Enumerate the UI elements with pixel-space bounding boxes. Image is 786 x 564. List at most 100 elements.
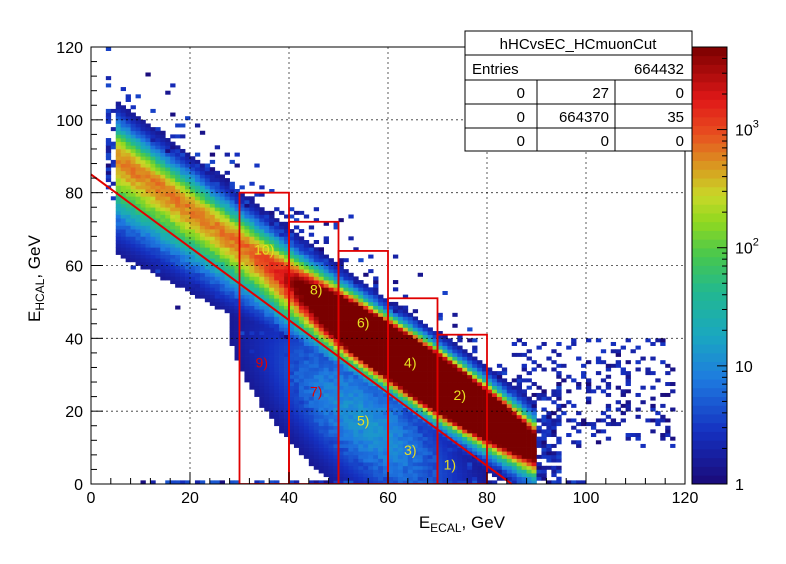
heatmap-cell [363,407,369,412]
heatmap-cell [313,240,320,244]
heatmap-cell [472,458,478,463]
heatmap-cell [491,385,498,390]
heatmap-cell [442,436,448,441]
heatmap-cell [165,181,171,186]
heatmap-cell [234,232,240,237]
heatmap-cell [561,411,567,416]
heatmap-cell [234,301,240,306]
heatmap-cell [145,258,151,263]
stats-cell: 27 [592,85,609,102]
heatmap-cell [160,214,166,219]
heatmap-cell [452,443,458,448]
heatmap-cell [467,443,473,448]
heatmap-cell [318,429,324,434]
heatmap-cell [150,207,156,212]
heatmap-cell [234,254,240,259]
heatmap-cell [185,265,191,270]
heatmap-cell [338,374,344,379]
heatmap-cell [289,290,295,295]
heatmap-cell [219,225,225,230]
heatmap-cell [338,422,344,427]
heatmap-cell [402,407,409,412]
heatmap-cell [353,320,359,325]
heatmap-cell [333,283,339,288]
heatmap-cell [135,94,141,99]
heatmap-cell [234,327,240,332]
heatmap-cell [407,382,414,387]
heatmap-cell [303,312,310,317]
heatmap-cell [289,440,295,445]
heatmap-cell [467,371,473,376]
heatmap-cell [437,331,443,336]
stats-cell: 0 [517,133,525,150]
heatmap-cell [115,119,122,124]
heatmap-cell [125,236,131,241]
heatmap-cell [323,473,329,478]
heatmap-cell [551,367,557,372]
heatmap-cell [635,407,641,412]
heatmap-cell [333,462,339,467]
heatmap-cell [328,327,334,332]
heatmap-cell [244,221,250,226]
heatmap-cell [289,294,295,299]
heatmap-cell [457,403,463,408]
heatmap-cell [383,382,389,387]
heatmap-cell [125,123,131,128]
stats-entries-label: Entries [472,61,519,78]
heatmap-cell [303,316,310,321]
heatmap-cell [313,400,320,405]
heatmap-cell [125,229,131,234]
heatmap-cell [432,352,438,357]
heatmap-cell [259,218,265,223]
heatmap-cell [204,218,211,223]
heatmap-cell [259,214,265,219]
heatmap-cell [407,367,414,372]
heatmap-cell [333,385,339,390]
heatmap-cell [467,363,473,368]
heatmap-cell [378,312,384,317]
heatmap-cell [328,320,334,325]
heatmap-cell [190,178,196,183]
heatmap-cell [412,309,419,314]
heatmap-cell [115,152,122,157]
heatmap-cell [135,116,141,121]
heatmap-cell [358,447,364,452]
heatmap-cell [343,382,349,387]
heatmap-cell [566,418,572,423]
heatmap-cell [328,396,334,401]
heatmap-cell [516,436,522,441]
heatmap-cell [303,396,310,401]
heatmap-cell [130,167,136,172]
heatmap-cell [239,316,245,321]
heatmap-cell [482,367,488,372]
heatmap-cell [447,367,453,372]
heatmap-cell [289,254,295,259]
heatmap-cell [615,407,621,412]
heatmap-cell [437,367,443,372]
stats-box-frame [464,30,693,152]
heatmap-cell [432,363,438,368]
heatmap-cell [323,385,329,390]
heatmap-cell [383,327,389,332]
heatmap-cell [333,320,339,325]
heatmap-cell [397,341,404,346]
heatmap-cell [140,163,146,168]
heatmap-cell [378,414,384,419]
heatmap-cell [432,422,438,427]
heatmap-cell [392,378,399,383]
heatmap-cell [125,152,131,157]
heatmap-cell [496,392,503,397]
heatmap-cell [308,378,315,383]
heatmap-cell [140,159,146,164]
heatmap-cell [185,261,191,266]
heatmap-cell [274,232,280,237]
heatmap-cell [536,454,542,459]
heatmap-cell [378,378,384,383]
heatmap-cell [269,301,275,306]
heatmap-cell [427,392,433,397]
heatmap-cell [477,400,483,405]
heatmap-cell [269,396,275,401]
heatmap-cell [254,305,260,310]
heatmap-cell [150,152,156,157]
heatmap-cell [323,236,329,241]
